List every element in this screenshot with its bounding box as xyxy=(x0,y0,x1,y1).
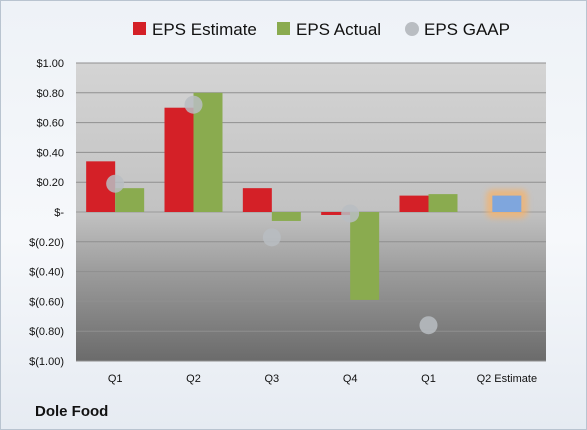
y-tick-label: $(0.20) xyxy=(29,237,64,249)
x-tick-label: Q1 xyxy=(421,373,436,385)
legend-label: EPS Estimate xyxy=(152,20,257,39)
data-marks xyxy=(86,92,528,335)
bar-eps-estimate xyxy=(399,195,429,212)
point-eps-gaap xyxy=(262,228,281,247)
x-tick-label: Q2 xyxy=(186,373,201,385)
legend-swatch xyxy=(405,22,419,36)
y-tick-label: $(0.40) xyxy=(29,267,64,279)
bar-eps-actual xyxy=(115,188,145,212)
bar-q2-estimate xyxy=(492,195,522,212)
bar-eps-actual xyxy=(193,92,223,212)
legend-label: EPS GAAP xyxy=(424,20,510,39)
legend: EPS Estimate EPS Actual EPS GAAP xyxy=(133,20,510,39)
bar-eps-estimate xyxy=(242,188,272,212)
x-axis: Q1 Q2 Q3 Q4 Q1 Q2 Estimate xyxy=(108,373,537,385)
bar-eps-estimate xyxy=(164,107,194,212)
bar-eps-actual xyxy=(428,194,458,212)
y-tick-label: $0.60 xyxy=(36,118,64,130)
y-axis: $1.00 $0.80 $0.60 $0.40 $0.20 $- $(0.20) $(0.40… xyxy=(29,58,64,368)
y-tick-label: $(0.60) xyxy=(29,296,64,308)
legend-label: EPS Actual xyxy=(296,20,381,39)
x-tick-label: Q3 xyxy=(264,373,279,385)
point-eps-gaap xyxy=(419,316,438,335)
x-tick-label: Q2 Estimate xyxy=(477,373,538,385)
company-name: Dole Food xyxy=(35,403,109,420)
point-eps-gaap xyxy=(106,174,125,193)
legend-swatch xyxy=(133,22,146,35)
y-tick-label: $1.00 xyxy=(36,58,64,70)
point-eps-gaap xyxy=(341,204,360,223)
y-tick-label: $0.40 xyxy=(36,147,64,159)
legend-swatch xyxy=(277,22,290,35)
y-tick-label: $(0.80) xyxy=(29,326,64,338)
y-tick-label: $0.80 xyxy=(36,88,64,100)
x-tick-label: Q4 xyxy=(343,373,358,385)
bar-eps-estimate xyxy=(321,212,351,215)
y-tick-label: $(1.00) xyxy=(29,356,64,368)
bar-eps-actual xyxy=(350,212,380,300)
x-tick-label: Q1 xyxy=(108,373,123,385)
y-tick-label: $- xyxy=(54,207,64,219)
y-tick-label: $0.20 xyxy=(36,177,64,189)
bar-eps-actual xyxy=(271,212,301,221)
point-eps-gaap xyxy=(184,95,203,114)
gridlines xyxy=(76,62,546,362)
